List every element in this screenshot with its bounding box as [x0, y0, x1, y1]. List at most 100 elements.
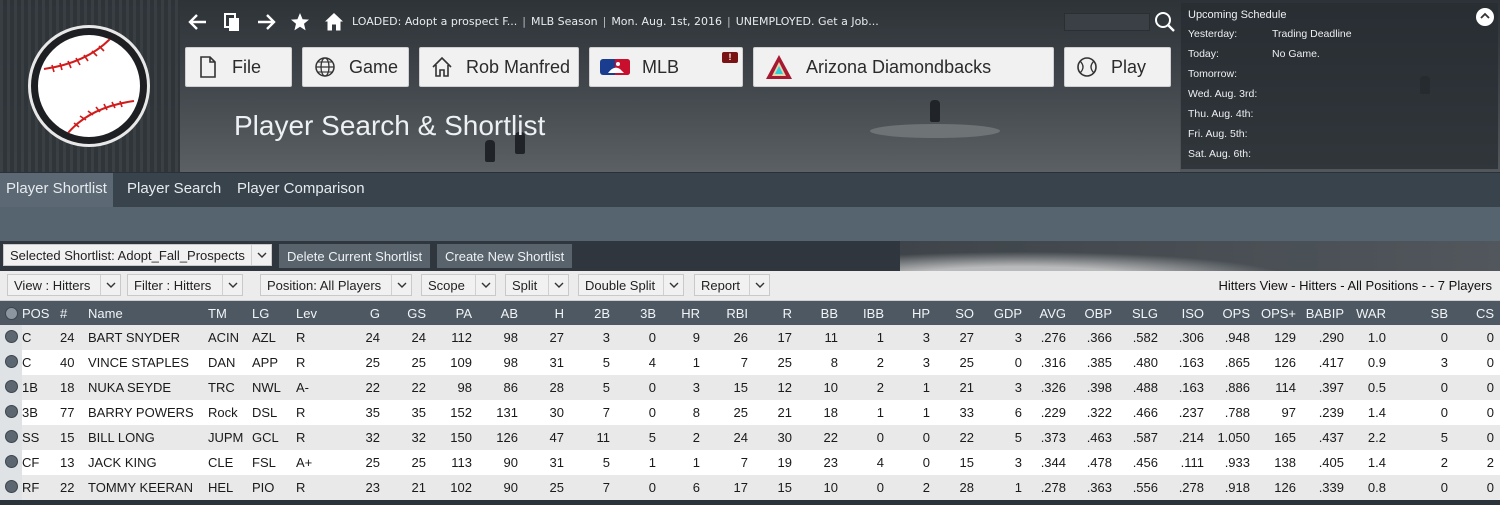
tab-player-search[interactable]: Player Search — [127, 180, 222, 197]
file-button[interactable]: File — [185, 47, 292, 87]
alert-badge[interactable]: ! — [722, 52, 738, 63]
position-select[interactable]: Position: All Players — [260, 274, 412, 296]
job-status[interactable]: UNEMPLOYED. Get a Job... — [735, 15, 879, 28]
cell-hr: 8 — [692, 405, 700, 420]
radio-dot-icon[interactable] — [5, 330, 18, 343]
column-header-cs[interactable]: CS — [1475, 305, 1494, 321]
radio-dot-icon[interactable] — [5, 380, 18, 393]
table-row[interactable]: CF 13 JACK KING CLE FSL A+ 25 25 113 90 31 5 1 1 7 19 23… — [0, 450, 1500, 475]
column-header-pos[interactable]: POS — [22, 305, 50, 321]
view-select[interactable]: View : Hitters — [7, 274, 121, 296]
column-header-hr[interactable]: HR — [681, 305, 700, 321]
game-button[interactable]: Game — [302, 47, 409, 87]
forward-arrow-icon[interactable] — [254, 10, 278, 34]
row-select-cell[interactable] — [0, 450, 22, 475]
table-row[interactable]: 1B 18 NUKA SEYDE TRC NWL A- 22 22 98 86 28 5 0 3 15 12 1… — [0, 375, 1500, 400]
row-select-cell[interactable] — [0, 325, 22, 350]
search-icon[interactable] — [1154, 11, 1176, 33]
row-select-cell[interactable] — [0, 375, 22, 400]
team-button[interactable]: Arizona Diamondbacks — [753, 47, 1054, 87]
table-row[interactable]: RF 22 TOMMY KEERAN HEL PIO R 23 21 102 90 25 7 0 6 17 1… — [0, 475, 1500, 500]
column-header-so[interactable]: SO — [955, 305, 974, 321]
column-header-hp[interactable]: HP — [911, 305, 930, 321]
cell-tm[interactable]: HEL — [208, 480, 234, 495]
player-name-cell[interactable]: BART SNYDER — [88, 330, 180, 345]
column-header-r[interactable]: R — [782, 305, 792, 321]
report-select[interactable]: Report — [694, 274, 770, 296]
cell-tm[interactable]: DAN — [208, 355, 236, 370]
player-name-cell[interactable]: BILL LONG — [88, 430, 155, 445]
column-header-babip[interactable]: BABIP — [1305, 305, 1344, 321]
home-icon[interactable] — [322, 10, 346, 34]
tab-player-comparison[interactable]: Player Comparison — [237, 180, 365, 197]
radio-dot-icon[interactable] — [5, 455, 18, 468]
cell-tm[interactable]: JUPM — [208, 430, 244, 445]
column-header-avg[interactable]: AVG — [1039, 305, 1067, 321]
cell-tm[interactable]: Rock — [208, 405, 238, 420]
column-header-h[interactable]: H — [554, 305, 564, 321]
row-select-cell[interactable] — [0, 400, 22, 425]
column-header-g[interactable]: G — [369, 305, 380, 321]
delete-shortlist-button[interactable]: Delete Current Shortlist — [279, 244, 431, 268]
column-header-ops[interactable]: OPS — [1222, 305, 1250, 321]
double-split-select[interactable]: Double Split — [578, 274, 684, 296]
radio-dot-icon[interactable] — [5, 480, 18, 493]
column-header-rbi[interactable]: RBI — [726, 305, 748, 321]
star-icon[interactable] — [288, 10, 312, 34]
column-header-lev[interactable]: Lev — [296, 305, 317, 321]
scope-select[interactable]: Scope — [421, 274, 496, 296]
copy-icon[interactable] — [220, 10, 244, 34]
tab-player-shortlist[interactable]: Player Shortlist — [0, 173, 113, 207]
table-row[interactable]: 3B 77 BARRY POWERS Rock DSL R 35 35 152 131 30 7 0 8 2… — [0, 400, 1500, 425]
column-header-pa[interactable]: PA — [455, 305, 472, 321]
radio-dot-icon[interactable] — [5, 355, 18, 368]
back-arrow-icon[interactable] — [186, 10, 210, 34]
column-header-ibb[interactable]: IBB — [863, 305, 884, 321]
create-shortlist-button[interactable]: Create New Shortlist — [437, 244, 573, 268]
play-button[interactable]: Play — [1064, 47, 1171, 87]
commissioner-button[interactable]: Rob Manfred — [419, 47, 579, 87]
cell-tm[interactable]: TRC — [208, 380, 235, 395]
cell-slg: .480 — [1132, 355, 1158, 370]
table-row[interactable]: C 24 BART SNYDER ACIN AZL R 24 24 112 98 27 3 0 9 26 17… — [0, 325, 1500, 350]
column-header-gs[interactable]: GS — [407, 305, 426, 321]
column-header-gdp[interactable]: GDP — [993, 305, 1022, 321]
column-header-slg[interactable]: SLG — [1131, 305, 1158, 321]
column-header-tm[interactable]: TM — [208, 305, 227, 321]
schedule-event[interactable]: Trading Deadline — [1272, 28, 1352, 40]
column-header-ab[interactable]: AB — [500, 305, 518, 321]
column-header-lg[interactable]: LG — [252, 305, 270, 321]
table-row[interactable]: C 40 VINCE STAPLES DAN APP R 25 25 109 98 31 5 4 1 7 25… — [0, 350, 1500, 375]
column-header-name[interactable]: Name — [88, 305, 123, 321]
search-input[interactable] — [1064, 13, 1150, 31]
row-select-cell[interactable] — [0, 475, 22, 500]
column-header-number[interactable]: # — [60, 305, 68, 321]
player-name-cell[interactable]: NUKA SEYDE — [88, 380, 172, 395]
column-header-ops-plus[interactable]: OPS+ — [1260, 305, 1296, 321]
cell-tm[interactable]: ACIN — [208, 330, 240, 345]
player-name-cell[interactable]: VINCE STAPLES — [88, 355, 189, 370]
loaded-status[interactable]: LOADED: Adopt a prospect F... — [352, 15, 518, 28]
player-name-cell[interactable]: BARRY POWERS — [88, 405, 194, 420]
shortlist-select[interactable]: Selected Shortlist: Adopt_Fall_Prospects — [3, 244, 272, 266]
mlb-button[interactable]: MLB ! — [589, 47, 743, 87]
column-header-iso[interactable]: ISO — [1181, 305, 1204, 321]
collapse-icon[interactable] — [1476, 8, 1494, 26]
select-all-icon[interactable] — [5, 301, 21, 325]
row-select-cell[interactable] — [0, 350, 22, 375]
filter-select[interactable]: Filter : Hitters — [127, 274, 243, 296]
player-name-cell[interactable]: JACK KING — [88, 455, 157, 470]
cell-tm[interactable]: CLE — [208, 455, 234, 470]
column-header-obp[interactable]: OBP — [1084, 305, 1112, 321]
split-select[interactable]: Split — [505, 274, 569, 296]
radio-dot-icon[interactable] — [5, 430, 18, 443]
row-select-cell[interactable] — [0, 425, 22, 450]
column-header-sb[interactable]: SB — [1430, 305, 1448, 321]
column-header-2b[interactable]: 2B — [594, 305, 610, 321]
column-header-bb[interactable]: BB — [820, 305, 838, 321]
player-name-cell[interactable]: TOMMY KEERAN — [88, 480, 193, 495]
radio-dot-icon[interactable] — [5, 405, 18, 418]
column-header-3b[interactable]: 3B — [640, 305, 656, 321]
column-header-war[interactable]: WAR — [1356, 305, 1386, 321]
table-row[interactable]: SS 15 BILL LONG JUPM GCL R 32 32 150 126 47 11 5 2 24 3… — [0, 425, 1500, 450]
